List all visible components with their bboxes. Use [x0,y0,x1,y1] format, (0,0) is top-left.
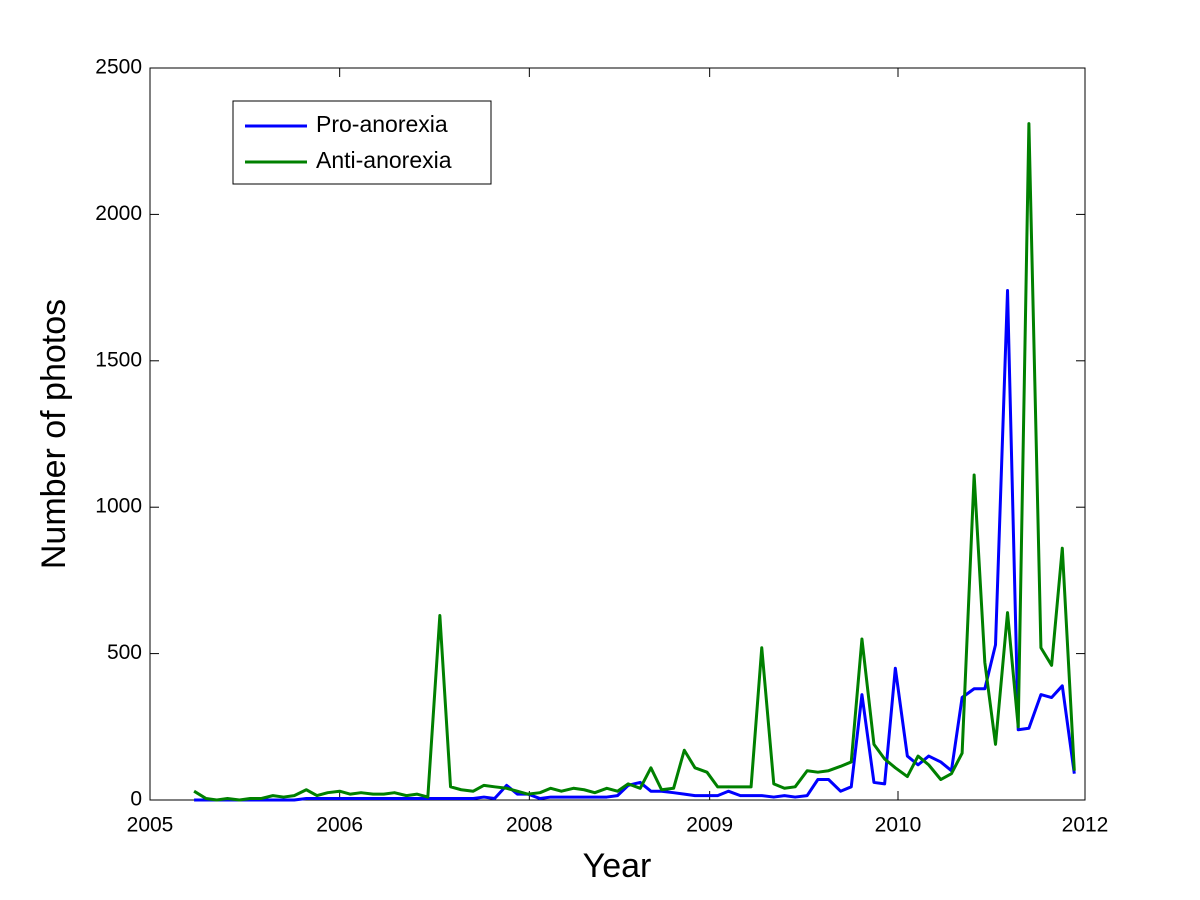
x-tick-label: 2006 [316,814,363,837]
line-series [193,122,1076,802]
y-tick-label: 0 [130,788,142,811]
plot-area [149,67,1086,801]
x-tick-label: 2012 [1062,814,1109,837]
x-tick-label: 2005 [127,814,174,837]
y-tick-label: 2000 [95,202,142,225]
legend-box [232,100,492,185]
legend-label: Pro-anorexia [316,111,448,137]
y-tick-label: 500 [107,641,142,664]
y-tick-label: 1500 [95,348,142,371]
y-tick-label: 2500 [95,56,142,79]
x-axis-label: Year [583,847,652,885]
line-series [194,289,1076,802]
x-tick-label: 2010 [875,814,922,837]
y-axis-label: Number of photos [35,299,73,569]
x-tick-label: 2008 [506,814,553,837]
legend-label: Anti-anorexia [316,147,452,173]
y-tick-label: 1000 [95,495,142,518]
x-tick-label: 2009 [686,814,733,837]
